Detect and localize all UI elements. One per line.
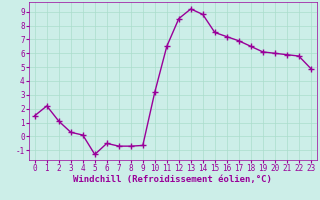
X-axis label: Windchill (Refroidissement éolien,°C): Windchill (Refroidissement éolien,°C) — [73, 175, 272, 184]
